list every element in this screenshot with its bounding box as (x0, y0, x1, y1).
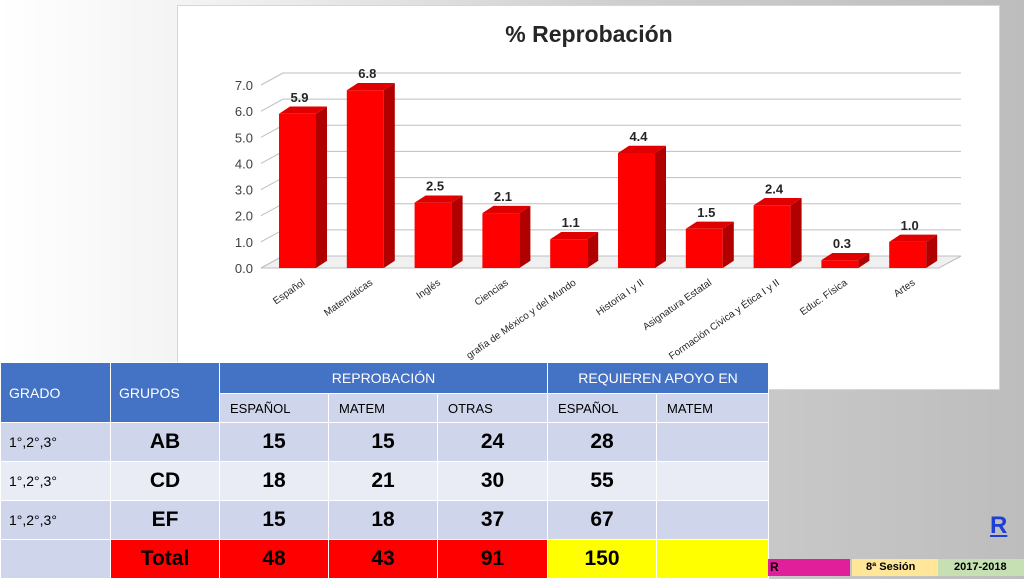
cell-otras: 24 (436, 422, 549, 462)
footer-bar: R 8ª Sesión 2017-2018 (768, 559, 1024, 576)
cell-total-matem: 43 (328, 539, 438, 579)
header-reprobacion: REPROBACIÓN (218, 362, 549, 394)
bar-value-label: 0.3 (833, 236, 851, 251)
bar-value-label: 4.4 (629, 129, 648, 144)
y-tick-label: 0.0 (235, 261, 253, 276)
table-row: 1°,2°,3° CD 18 21 30 55 (0, 461, 770, 501)
r-nav-link[interactable]: R (990, 512, 1008, 539)
bar (482, 205, 531, 268)
cell-espanol: 18 (219, 461, 329, 501)
cell-grado: 1°,2°,3° (0, 500, 111, 540)
bar (889, 234, 938, 268)
y-tick-label: 7.0 (235, 78, 253, 93)
cell-grupo: CD (110, 461, 220, 501)
subheader-matem: MATEM (328, 393, 438, 423)
cell-espanol: 15 (219, 422, 329, 462)
bar (821, 252, 870, 268)
cell-otras: 37 (436, 500, 549, 540)
bar (414, 195, 463, 268)
cell-apoyo-matem (656, 422, 770, 462)
x-tick-label: Matemáticas (322, 277, 375, 319)
bar (618, 145, 666, 268)
cell-total-label: Total (110, 539, 220, 579)
bar (753, 198, 802, 268)
header-requieren-apoyo: REQUIEREN APOYO EN (547, 362, 770, 394)
chart-panel: 0.0 1.0 2.0 3.0 4.0 5.0 6.0 7.0 5.9 Español 6.8 Ma… (177, 5, 1000, 390)
subheader-otras: OTRAS (436, 393, 549, 423)
x-tick-label: Inglés (415, 277, 443, 301)
table-row-total: Total 48 43 91 150 (0, 539, 770, 579)
cell-matem: 18 (328, 500, 438, 540)
cell-total-apoyo-matem (656, 539, 770, 579)
y-tick-label: 1.0 (235, 235, 253, 250)
cell-apoyo-matem (656, 500, 770, 540)
bar-chart: 0.0 1.0 2.0 3.0 4.0 5.0 6.0 7.0 5.9 Español 6.8 Ma… (235, 21, 962, 363)
table-row: 1°,2°,3° EF 15 18 37 67 (0, 500, 770, 540)
cell-apoyo-espanol: 55 (547, 461, 658, 501)
reprobacion-table: GRADO GRUPOS REPROBACIÓN REQUIEREN APOYO… (0, 362, 770, 579)
cell-total-apoyo-espanol: 150 (547, 539, 658, 579)
bar-value-label: 1.0 (901, 218, 919, 233)
x-tick-label: grafía de México y del Mundo (465, 277, 579, 362)
subheader-apoyo-espanol: ESPAÑOL (547, 393, 658, 423)
table-row: 1°,2°,3° AB 15 15 24 28 (0, 422, 770, 462)
x-tick-label: Español (271, 277, 307, 307)
subheader-espanol: ESPAÑOL (219, 393, 329, 423)
bar (550, 232, 599, 268)
header-grado: GRADO (0, 362, 111, 423)
cell-matem: 15 (328, 422, 438, 462)
y-tick-label: 6.0 (235, 104, 253, 119)
footer-tab-year[interactable]: 2017-2018 (938, 559, 1024, 576)
cell-apoyo-espanol: 28 (547, 422, 658, 462)
header-grupos: GRUPOS (110, 362, 220, 423)
bar-value-label: 2.4 (765, 181, 784, 196)
y-tick-label: 2.0 (235, 209, 253, 224)
x-tick-label: Historia I y II (594, 277, 646, 318)
x-tick-label: Ciencias (473, 277, 511, 308)
cell-espanol: 15 (219, 500, 329, 540)
footer-tab-r[interactable]: R (768, 559, 850, 576)
cell-total-espanol: 48 (219, 539, 329, 579)
y-tick-label: 5.0 (235, 130, 253, 145)
cell-grado: 1°,2°,3° (0, 461, 111, 501)
bar-value-label: 6.8 (358, 66, 376, 81)
cell-grupo: EF (110, 500, 220, 540)
bar (346, 83, 395, 269)
bar (685, 221, 734, 268)
cell-apoyo-espanol: 67 (547, 500, 658, 540)
footer-tab-session[interactable]: 8ª Sesión (852, 559, 938, 576)
y-tick-label: 3.0 (235, 183, 253, 198)
cell-otras: 30 (436, 461, 549, 501)
cell-apoyo-matem (656, 461, 770, 501)
cell-grado: 1°,2°,3° (0, 422, 111, 462)
bar (279, 106, 327, 268)
cell-grupo: AB (110, 422, 220, 462)
subheader-apoyo-matem: MATEM (656, 393, 770, 423)
x-tick-label: Formación Cívica y Ética I y II (666, 276, 782, 363)
bar-value-label: 1.5 (697, 205, 715, 220)
y-tick-label: 4.0 (235, 156, 253, 171)
x-tick-label: Asignatura Estatal (641, 277, 714, 333)
bar-value-label: 2.5 (426, 179, 444, 194)
gridline (260, 98, 961, 112)
gridline (260, 72, 961, 86)
cell-total-otras: 91 (436, 539, 549, 579)
cell-grado-empty (0, 539, 111, 579)
bar-value-label: 5.9 (290, 90, 308, 105)
bar-value-label: 2.1 (494, 189, 512, 204)
bar-value-label: 1.1 (562, 215, 580, 230)
cell-matem: 21 (328, 461, 438, 501)
x-tick-label: Educ. Física (798, 277, 850, 318)
x-tick-label: Artes (892, 277, 917, 299)
chart-title: % Reprobación (505, 21, 672, 47)
